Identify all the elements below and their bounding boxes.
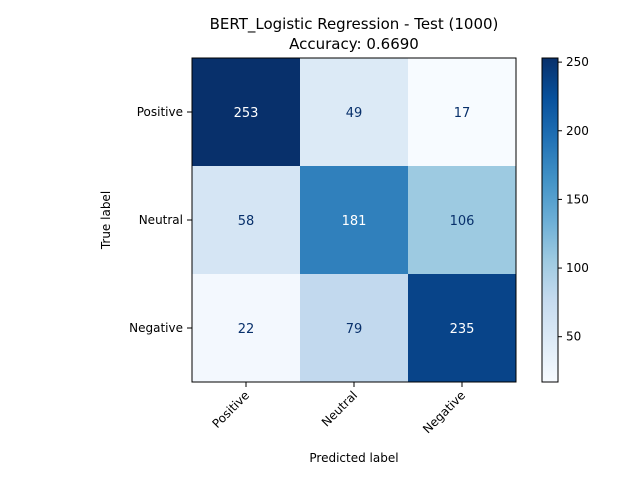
colorbar-ticks: 50 100 150 200 250 (558, 55, 589, 344)
y-tick-label: Negative (129, 321, 183, 335)
x-tick-label: Negative (420, 388, 468, 436)
matrix-cell (300, 58, 408, 166)
colorbar-tick-label: 50 (566, 330, 581, 344)
chart-title: BERT_Logistic Regression - Test (1000) (210, 15, 499, 34)
chart-subtitle: Accuracy: 0.6690 (289, 35, 419, 53)
matrix-cell (408, 58, 516, 166)
x-axis-label: Predicted label (309, 451, 398, 465)
matrix-cell (192, 274, 300, 382)
matrix-cell-value: 253 (234, 106, 259, 121)
colorbar-tick-label: 250 (566, 55, 589, 69)
matrix-cell (408, 166, 516, 274)
matrix-cell-value: 49 (346, 106, 363, 121)
matrix-cell (408, 274, 516, 382)
matrix-cell (192, 166, 300, 274)
matrix-cell (300, 166, 408, 274)
colorbar-tick-label: 200 (566, 124, 589, 138)
matrix-cells (192, 58, 516, 382)
matrix-cell-value: 58 (238, 214, 255, 229)
x-axis-ticks: Positive Neutral Negative (210, 382, 468, 436)
colorbar (541, 57, 559, 383)
x-tick-label: Positive (210, 388, 253, 431)
x-tick-label: Neutral (319, 388, 360, 429)
matrix-cell-labels: 253 49 17 58 181 106 22 79 235 (234, 106, 475, 337)
y-axis-label: True label (99, 191, 113, 250)
y-axis-ticks: Positive Neutral Negative (129, 105, 192, 335)
colorbar-tick-label: 100 (566, 261, 589, 275)
matrix-cell-value: 235 (450, 322, 475, 337)
y-tick-label: Neutral (139, 213, 183, 227)
matrix-cell-value: 79 (346, 322, 363, 337)
matrix-cell-value: 181 (342, 214, 367, 229)
matrix-cell-value: 106 (450, 214, 475, 229)
matrix-cell (192, 58, 300, 166)
matrix-cell (300, 274, 408, 382)
colorbar-tick-label: 150 (566, 192, 589, 206)
matrix-cell-value: 22 (238, 322, 255, 337)
y-tick-label: Positive (137, 105, 183, 119)
matrix-cell-value: 17 (454, 106, 471, 121)
